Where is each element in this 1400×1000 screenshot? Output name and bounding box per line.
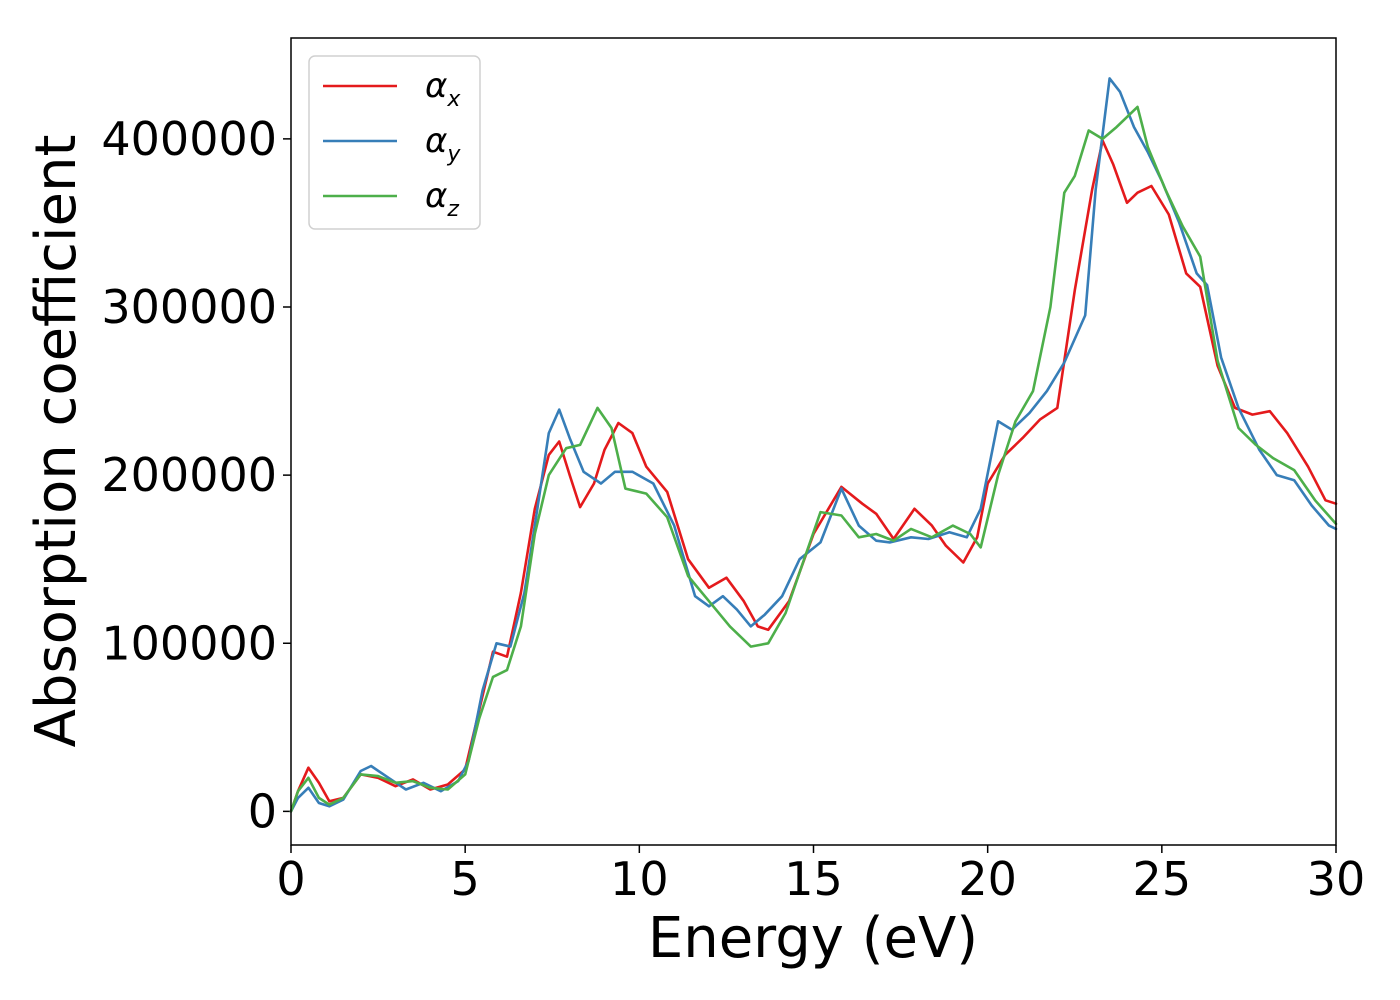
series-line-alpha-z xyxy=(289,105,1338,813)
x-tick-label: 0 xyxy=(276,852,305,906)
x-axis-title: Energy (eV) xyxy=(648,906,978,971)
x-tick-label: 25 xyxy=(1133,852,1192,906)
legend-label-symbol: α xyxy=(425,176,447,216)
x-tick-label: 30 xyxy=(1307,852,1366,906)
legend-label-subscript: y xyxy=(446,142,461,167)
y-tick-label: 200000 xyxy=(101,448,277,502)
series-lines xyxy=(289,77,1338,813)
y-tick-label: 400000 xyxy=(101,112,277,166)
legend-box xyxy=(308,55,481,230)
x-tick-label: 20 xyxy=(958,852,1017,906)
x-axis: 0 5 10 15 20 25 30 xyxy=(276,845,1365,906)
x-tick-label: 15 xyxy=(784,852,843,906)
series-line-alpha-x xyxy=(289,139,1338,813)
y-axis-title: Absorption coefficient xyxy=(24,135,89,748)
legend-label-symbol: α xyxy=(425,121,447,161)
y-tick-label: 300000 xyxy=(101,280,277,334)
y-axis: 0 100000 200000 300000 400000 xyxy=(101,112,291,838)
legend-label-alpha-z: αz xyxy=(425,176,459,222)
legend-label-subscript: z xyxy=(446,197,459,222)
x-tick-label: 5 xyxy=(451,852,480,906)
legend-label-alpha-x: αx xyxy=(425,66,461,112)
legend-label-symbol: α xyxy=(425,66,447,106)
y-tick-label: 100000 xyxy=(101,616,277,670)
plot-frame xyxy=(290,37,1337,846)
legend-label-alpha-y: αy xyxy=(425,121,461,167)
legend-label-subscript: x xyxy=(446,87,461,112)
x-tick-label: 10 xyxy=(610,852,669,906)
y-tick-label: 0 xyxy=(248,784,277,838)
